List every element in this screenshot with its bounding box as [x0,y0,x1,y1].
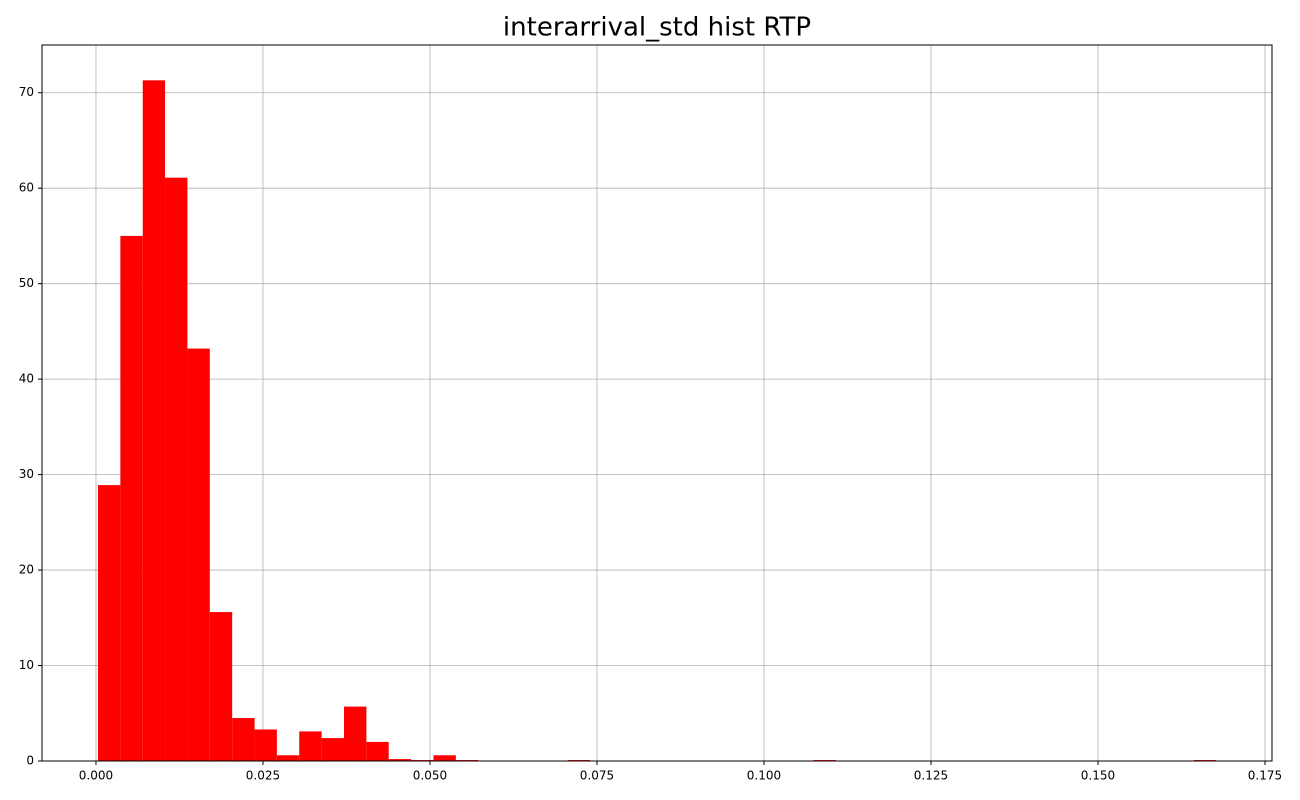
x-tick-label: 0.000 [79,769,113,783]
bar [366,741,389,761]
bar [165,177,188,761]
y-tick-label: 10 [19,658,34,672]
bar [433,755,456,761]
x-tick-label: 0.175 [1248,769,1282,783]
x-tick-label: 0.100 [747,769,781,783]
x-tick-label: 0.150 [1081,769,1115,783]
bar [187,348,210,761]
y-tick-label: 50 [19,276,34,290]
bar [209,612,233,761]
bar [142,80,166,761]
bar [344,706,367,761]
bar [97,485,121,761]
bar [388,759,412,761]
chart-title: interarrival_std hist RTP [503,13,811,43]
bar [321,738,345,761]
y-tick-label: 0 [26,754,34,768]
bar [276,755,300,761]
x-tick-label: 0.025 [246,769,280,783]
x-tick-label: 0.075 [580,769,614,783]
bar [299,731,322,761]
x-tick-label: 0.050 [413,769,447,783]
x-tick-label: 0.125 [914,769,948,783]
y-tick-label: 70 [19,85,34,99]
y-tick-label: 60 [19,181,34,195]
y-tick-label: 30 [19,467,34,481]
plot-frame [41,44,1273,762]
bar [120,235,143,761]
y-tick-label: 40 [19,372,34,386]
bar [232,718,255,761]
y-tick-label: 20 [19,563,34,577]
bar [254,729,277,761]
